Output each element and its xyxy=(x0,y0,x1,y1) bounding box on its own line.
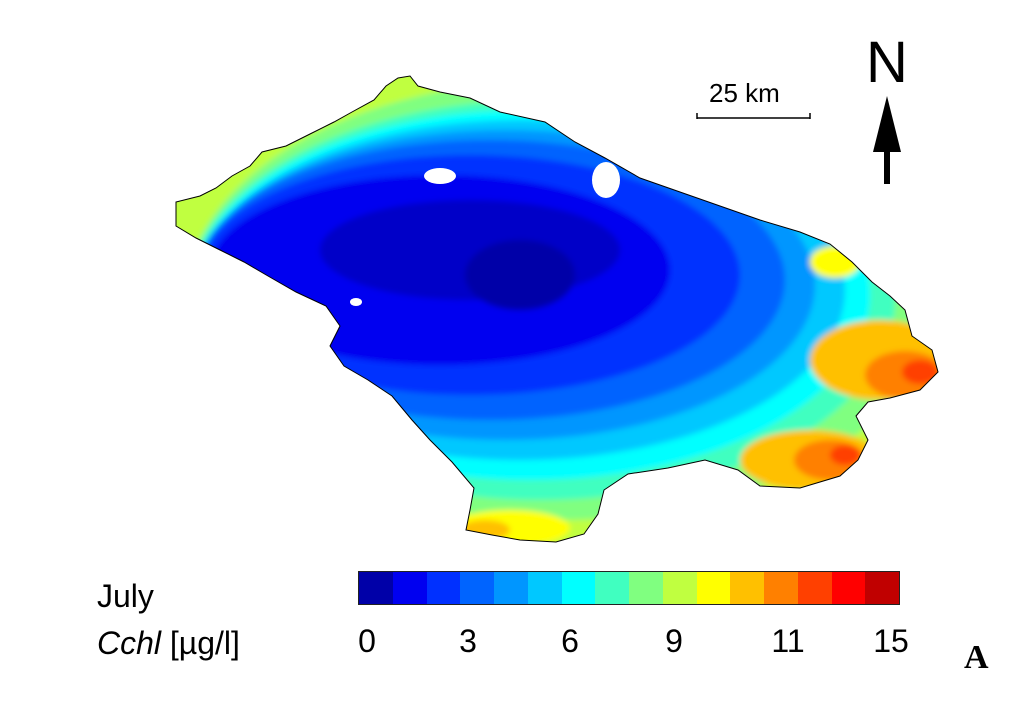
variable-symbol: Cchl xyxy=(97,625,162,661)
colorbar xyxy=(358,571,900,605)
colorbar-tick: 6 xyxy=(561,623,579,659)
north-label: N xyxy=(866,30,908,95)
colorbar-cell xyxy=(831,572,866,604)
colorbar-tick: 15 xyxy=(873,623,909,659)
colorbar-cell xyxy=(696,572,731,604)
panel-letter: A xyxy=(964,639,989,676)
colorbar-cell xyxy=(662,572,697,604)
colorbar-cell xyxy=(764,572,798,604)
variable-unit: [µg/l] xyxy=(169,625,240,661)
colorbar-cell xyxy=(797,572,832,604)
colorbar-tick: 9 xyxy=(665,623,683,659)
colorbar-cell xyxy=(392,572,427,604)
colorbar-cell xyxy=(730,572,764,604)
north-arrow-icon xyxy=(873,96,901,184)
colorbar-cell xyxy=(494,572,528,604)
scale-bar xyxy=(696,113,811,119)
colorbar-cell xyxy=(460,572,494,604)
month-label: July xyxy=(97,578,154,614)
scale-bar-label: 25 km xyxy=(709,78,780,108)
colorbar-tick: 3 xyxy=(459,623,477,659)
colorbar-cell xyxy=(359,572,393,604)
colorbar-tick: 11 xyxy=(771,623,805,659)
variable-label: Cchl [µg/l] xyxy=(97,625,240,661)
colorbar-cell xyxy=(561,572,596,604)
colorbar-cell xyxy=(527,572,562,604)
colorbar-cell xyxy=(595,572,629,604)
colorbar-cell xyxy=(865,572,899,604)
colorbar-cell xyxy=(629,572,663,604)
colorbar-tick: 0 xyxy=(358,623,376,659)
colorbar-cell xyxy=(426,572,461,604)
